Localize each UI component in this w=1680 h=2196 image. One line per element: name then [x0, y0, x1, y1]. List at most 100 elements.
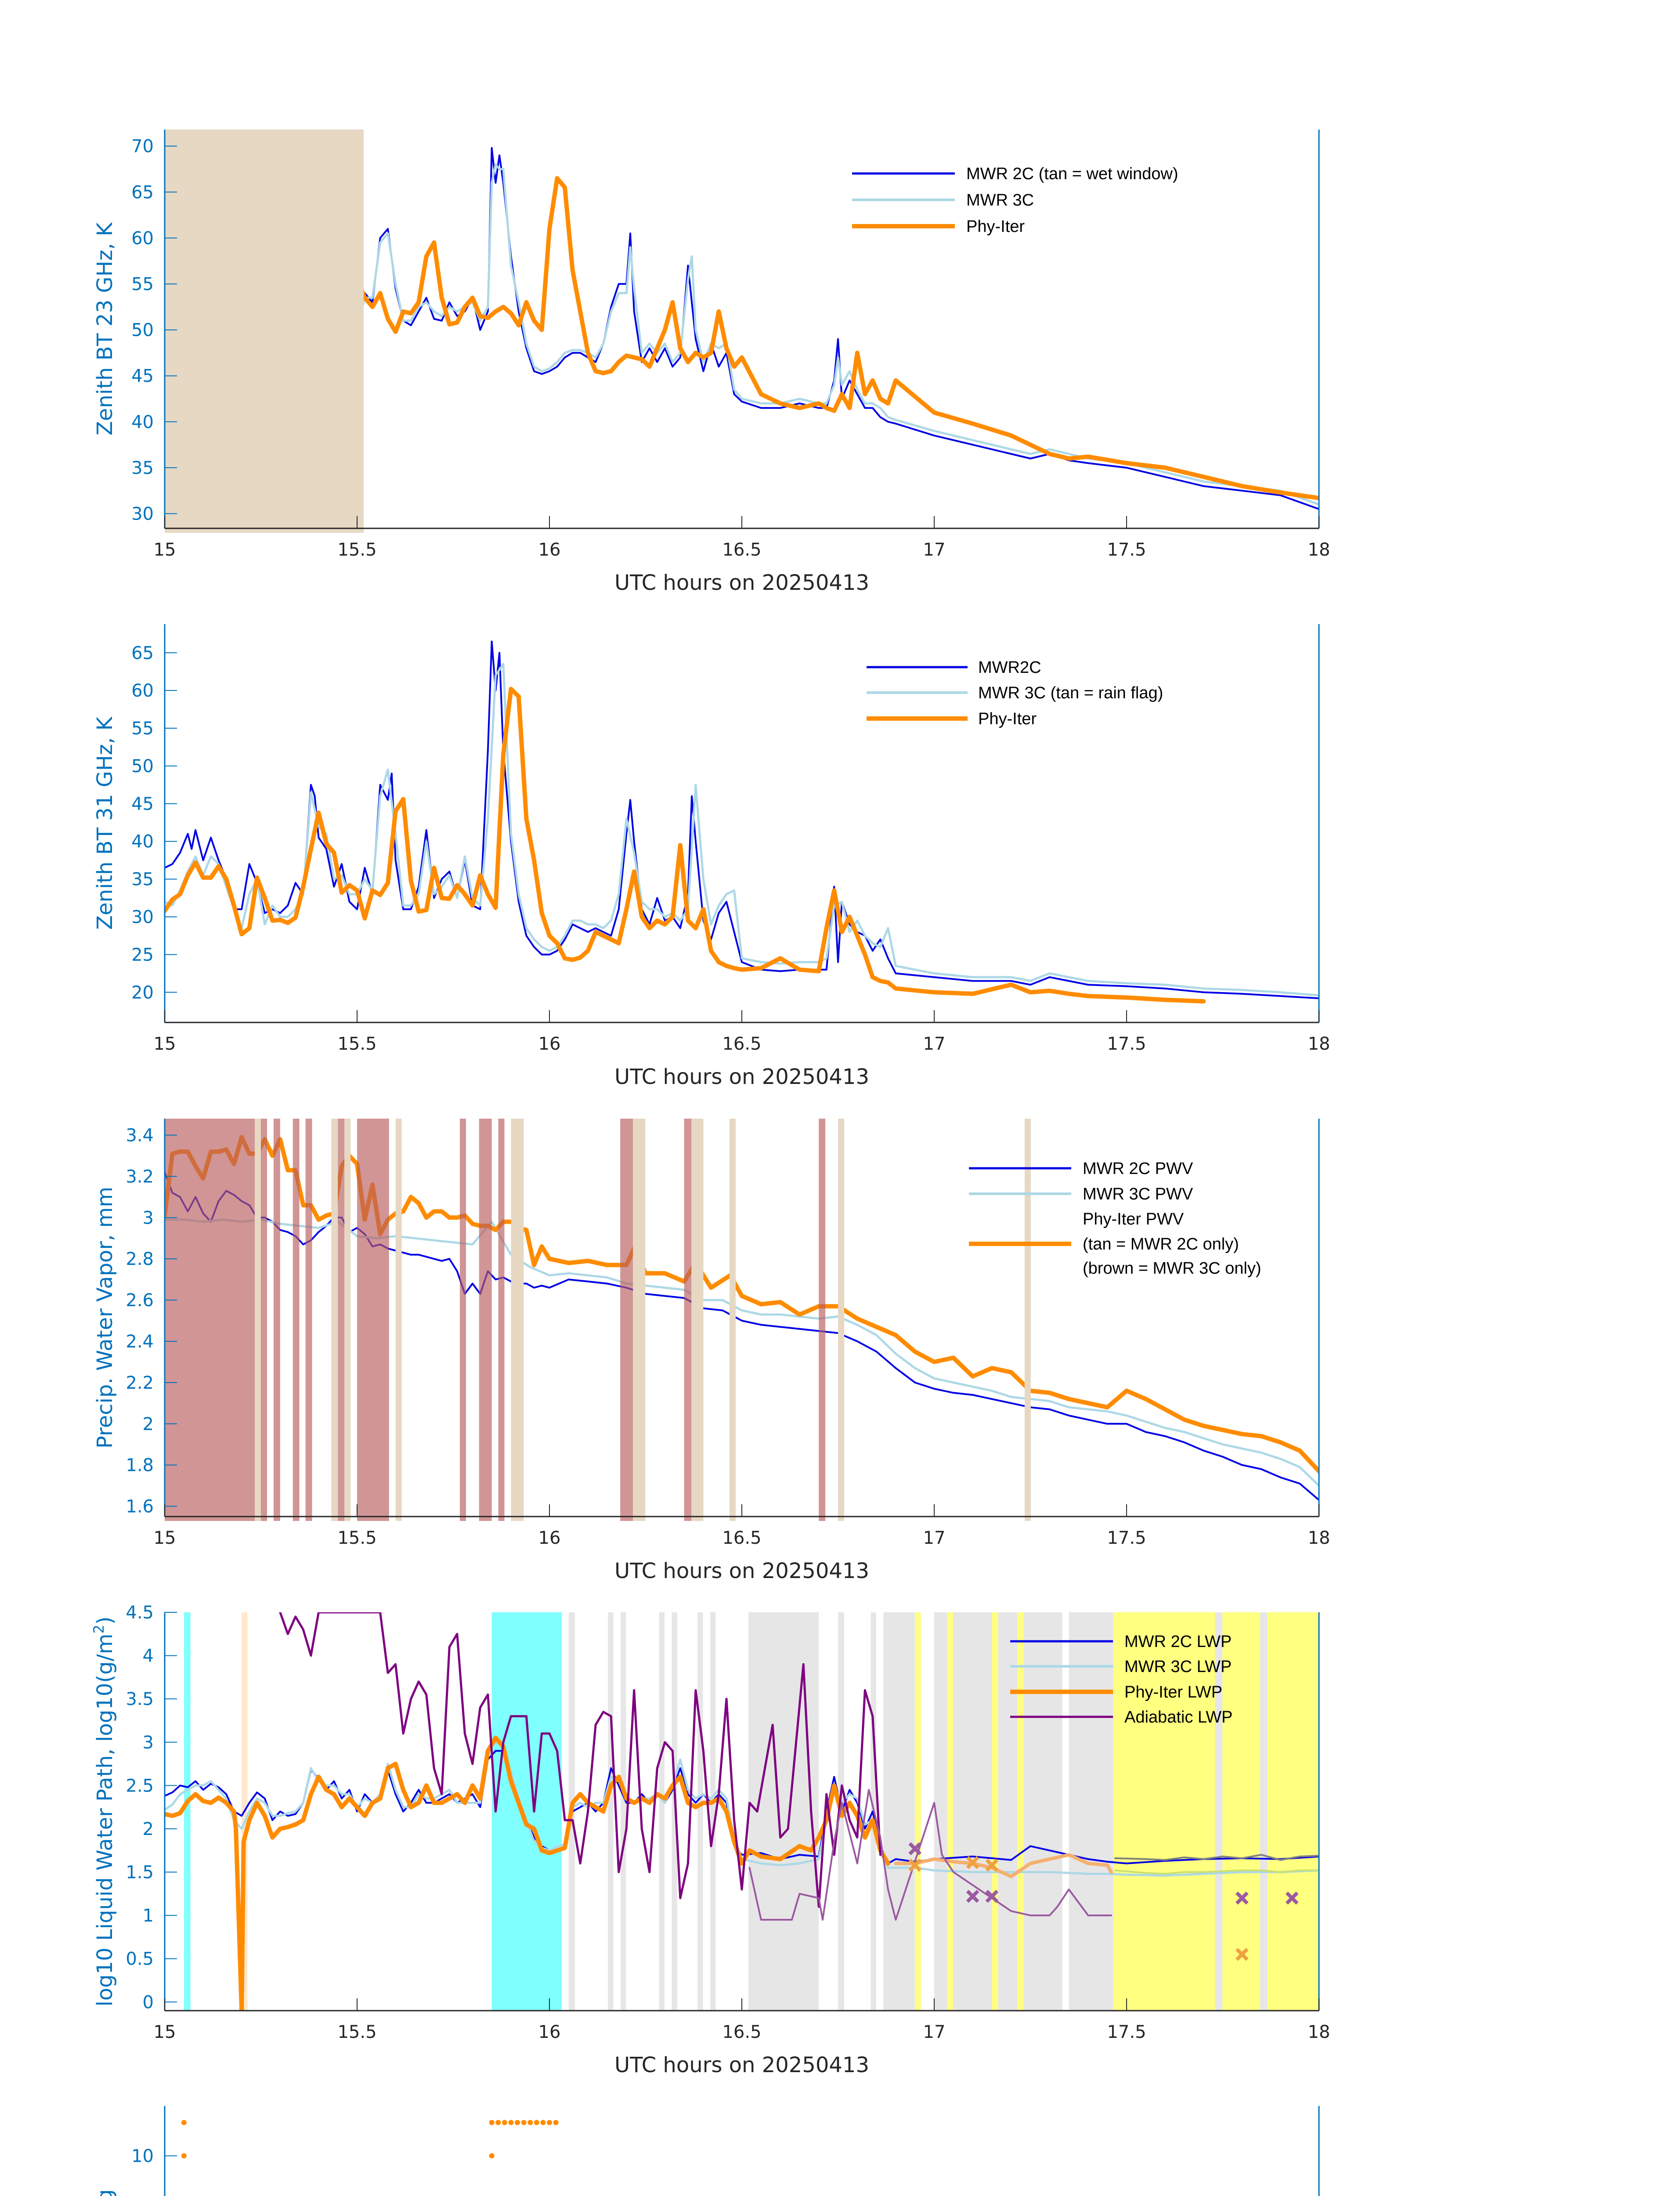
legend-label: MWR 2C LWP: [1124, 1633, 1232, 1651]
x-tick-label: 15.5: [337, 1528, 376, 1548]
x-tick-label: 17.5: [1107, 2022, 1146, 2042]
y-tick-label: 25: [131, 945, 154, 965]
y-axis-title: Precip. Water Vapor, mm: [93, 1187, 117, 1448]
y-tick-label: 3: [143, 1208, 154, 1228]
shaded-band: [838, 1119, 845, 1521]
y-axis-title: MWR Phy Iter DQ Flag: [93, 2189, 117, 2196]
y-tick-label: 30: [131, 504, 154, 524]
x-marker-stroke: [966, 1889, 979, 1903]
y-tick-label: 2.4: [126, 1332, 154, 1352]
legend-label: Adiabatic LWP: [1124, 1708, 1232, 1726]
plot-area: [181, 2120, 559, 2159]
y-tick-label: 0: [143, 1992, 154, 2012]
x-tick-label: 16.5: [722, 2022, 761, 2042]
dq-flag-point: [547, 2120, 552, 2125]
shaded-band: [1069, 1612, 1114, 2011]
y-tick-label: 20: [131, 982, 154, 1003]
legend-label: Phy-Iter LWP: [1124, 1683, 1222, 1701]
y-axis-title: Zenith BT 23 GHz, K: [93, 222, 117, 436]
legend-label: Phy-Iter: [966, 217, 1025, 236]
legend-label: MWR 2C (tan = wet window): [966, 165, 1178, 183]
y-tick-label: 55: [131, 274, 154, 294]
dq-flag-point: [489, 2120, 495, 2125]
plot-area: [165, 1612, 1319, 2011]
shaded-band: [992, 1612, 998, 2011]
shaded-band: [883, 1612, 915, 2011]
x-marker-stroke: [1235, 1948, 1249, 1961]
shaded-band: [998, 1612, 1018, 2011]
x-tick-label: 15: [154, 1034, 176, 1054]
x-axis-title: UTC hours on 20250413: [614, 1559, 869, 1583]
x-axis-title: UTC hours on 20250413: [614, 2053, 869, 2077]
shaded-band: [710, 1612, 716, 2011]
dq-flag-point: [534, 2120, 539, 2125]
x-marker: [1285, 1891, 1299, 1905]
x-tick-label: 17: [923, 1034, 946, 1054]
x-marker: [966, 1889, 979, 1903]
y-tick-label: 3.4: [126, 1126, 154, 1146]
x-marker-stroke: [908, 1842, 922, 1856]
shaded-band: [748, 1612, 819, 2011]
x-marker: [1235, 1891, 1249, 1905]
legend-label: Phy-Iter: [978, 710, 1037, 728]
shaded-band: [1024, 1612, 1062, 2011]
shaded-band: [331, 1119, 338, 1521]
series-line-phy-iter-lwp-late-: [894, 1853, 1113, 1878]
dq-flag-point: [515, 2120, 520, 2125]
x-tick-label: 17: [923, 1528, 946, 1548]
x-tick-label: 17.5: [1107, 1528, 1146, 1548]
shaded-band: [684, 1119, 692, 1521]
shaded-band: [395, 1119, 402, 1521]
y-tick-label: 1.6: [126, 1497, 154, 1517]
shaded-band: [608, 1612, 614, 2011]
y-tick-label: 30: [131, 907, 154, 928]
y-tick-label: 4.5: [126, 1603, 154, 1623]
x-marker: [966, 1856, 979, 1869]
x-tick-label: 16.5: [722, 1528, 761, 1548]
x-tick-label: 18: [1308, 1528, 1330, 1548]
panel-bt31: 15 15.5 16 16.5 17 17.5 18 20 25 30 35 40 45 50 55 60 65…: [93, 624, 1330, 1089]
y-tick-label: 55: [131, 719, 154, 739]
series-line-mwr-3c-lwp: [165, 1741, 1319, 1877]
series-line-mwr-3c-tan-rain-flag-: [165, 663, 1319, 997]
shaded-band: [672, 1612, 677, 2011]
y-tick-label: 40: [131, 832, 154, 852]
dq-flag-point: [181, 2120, 187, 2125]
shaded-band: [459, 1119, 466, 1521]
legend-label: MWR 3C LWP: [1124, 1658, 1232, 1676]
shaded-band: [479, 1119, 492, 1521]
x-tick-label: 15: [154, 540, 176, 560]
x-tick-label: 18: [1308, 1034, 1330, 1054]
legend-pwv: MWR 2C PWV MWR 3C PWV Phy-Iter PWV (tan = M…: [969, 1159, 1261, 1278]
x-tick-label: 17.5: [1107, 1034, 1146, 1054]
x-axis-title: UTC hours on 20250413: [614, 1065, 869, 1089]
shaded-band: [729, 1119, 736, 1521]
shaded-band: [305, 1119, 312, 1521]
y-tick-label: 45: [131, 366, 154, 386]
y-tick-label: 2: [143, 1414, 154, 1434]
panel-bt23: 15 15.5 16 16.5 17 17.5 18 30 35 40 45 50 55 60 65 70 UT…: [93, 130, 1330, 595]
x-tick-label: 17.5: [1107, 540, 1146, 560]
dq-flag-point: [489, 2153, 495, 2159]
y-tick-label: 3.2: [126, 1167, 154, 1187]
legend-bt23: MWR 2C (tan = wet window) MWR 3C Phy-Iter: [852, 165, 1178, 236]
x-tick-label: 15.5: [337, 1034, 376, 1054]
y-axis-title: Zenith BT 31 GHz, K: [93, 716, 117, 930]
x-tick-label: 16.5: [722, 540, 761, 560]
y-tick-label: 1: [143, 1906, 154, 1926]
x-tick-label: 17: [923, 540, 946, 560]
dq-flag-point: [527, 2120, 533, 2125]
x-marker: [985, 1858, 999, 1872]
shaded-band: [1024, 1119, 1031, 1521]
x-marker: [908, 1842, 922, 1856]
y-tick-label: 3.5: [126, 1689, 154, 1709]
x-marker-stroke: [908, 1858, 922, 1872]
shaded-band: [293, 1119, 300, 1521]
x-tick-label: 15: [154, 2022, 176, 2042]
y-tick-label: 0.5: [126, 1949, 154, 1969]
shaded-band: [621, 1612, 626, 2011]
y-tick-label: 50: [131, 320, 154, 340]
legend-label: MWR 3C (tan = rain flag): [978, 684, 1163, 702]
y-axis-title: log10 Liquid Water Path, log10(g/m2): [90, 1616, 117, 2006]
x-marker: [985, 1889, 999, 1903]
